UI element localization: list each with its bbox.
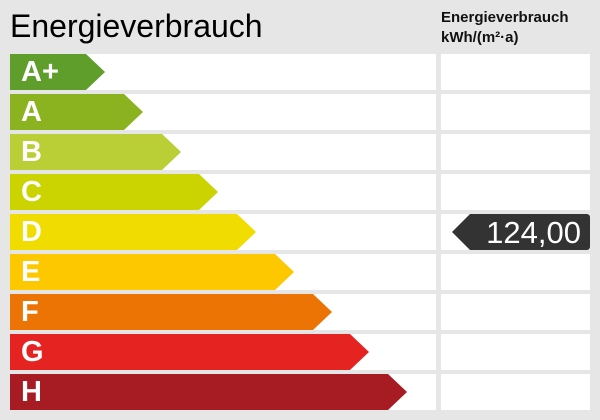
class-arrow: A+ <box>10 54 105 90</box>
class-label: C <box>21 176 42 208</box>
column-header-title: Energieverbrauch <box>441 9 569 26</box>
class-arrow: E <box>10 254 294 290</box>
value-cell <box>441 174 590 210</box>
column-header-unit: kWh/(m²·a) <box>441 29 519 46</box>
page-title: Energieverbrauch <box>10 8 263 44</box>
class-arrow: A <box>10 94 143 130</box>
value-badge: 124,00 <box>452 214 590 250</box>
class-label: H <box>21 376 42 408</box>
class-label: A+ <box>21 56 59 88</box>
class-label: G <box>21 336 44 368</box>
class-arrow: C <box>10 174 218 210</box>
class-row: G <box>10 334 436 370</box>
class-row: E <box>10 254 436 290</box>
value-cell <box>441 334 590 370</box>
class-label: B <box>21 136 42 168</box>
value-text: 124,00 <box>486 215 581 250</box>
class-arrow: G <box>10 334 369 370</box>
class-row: A <box>10 94 436 130</box>
class-row: B <box>10 134 436 170</box>
value-cell <box>441 134 590 170</box>
class-row: F <box>10 294 436 330</box>
class-row: H <box>10 374 436 410</box>
value-cell <box>441 294 590 330</box>
column-header: Energieverbrauch kWh/(m²·a) <box>441 8 569 48</box>
class-label: A <box>21 96 42 128</box>
value-cell <box>441 94 590 130</box>
class-row: A+ <box>10 54 436 90</box>
class-arrow: F <box>10 294 332 330</box>
class-row: D <box>10 214 436 250</box>
class-arrow: B <box>10 134 181 170</box>
class-row: C <box>10 174 436 210</box>
class-label: F <box>21 296 39 328</box>
class-arrow: H <box>10 374 407 410</box>
value-cell <box>441 254 590 290</box>
value-cell <box>441 374 590 410</box>
class-arrow: D <box>10 214 256 250</box>
value-cell <box>441 54 590 90</box>
class-label: E <box>21 256 41 288</box>
class-label: D <box>21 216 42 248</box>
